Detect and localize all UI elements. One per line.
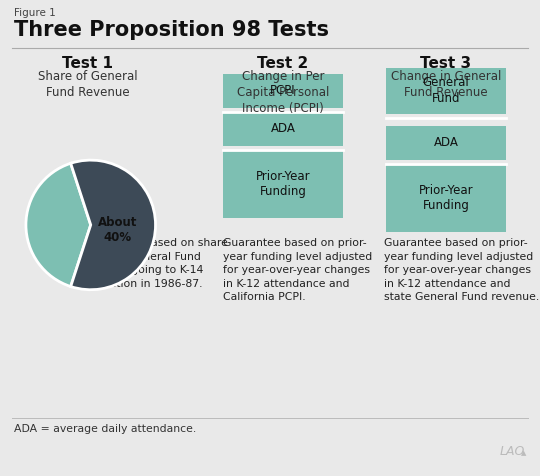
Text: Prior-Year
Funding: Prior-Year Funding bbox=[418, 184, 474, 212]
Bar bbox=[223, 112, 343, 146]
Bar bbox=[386, 68, 506, 114]
Text: Guarantee based on prior-
year funding level adjusted
for year-over-year changes: Guarantee based on prior- year funding l… bbox=[223, 238, 372, 302]
Bar bbox=[223, 74, 343, 108]
Bar bbox=[386, 126, 506, 160]
Text: Test 2: Test 2 bbox=[258, 56, 309, 71]
Text: Figure 1: Figure 1 bbox=[14, 8, 56, 18]
Text: Three Proposition 98 Tests: Three Proposition 98 Tests bbox=[14, 20, 329, 40]
Bar bbox=[386, 164, 506, 232]
Text: Prior-Year
Funding: Prior-Year Funding bbox=[255, 169, 310, 198]
Text: About
40%: About 40% bbox=[98, 216, 138, 244]
Text: Guarantee based on prior-
year funding level adjusted
for year-over-year changes: Guarantee based on prior- year funding l… bbox=[384, 238, 539, 302]
Text: ADA = average daily attendance.: ADA = average daily attendance. bbox=[14, 424, 196, 434]
Text: ADA: ADA bbox=[271, 122, 295, 136]
Text: General
Fund: General Fund bbox=[423, 77, 469, 106]
Text: Share of General
Fund Revenue: Share of General Fund Revenue bbox=[38, 70, 138, 99]
Text: ▲: ▲ bbox=[521, 450, 526, 456]
Wedge shape bbox=[26, 163, 91, 287]
Text: LAO: LAO bbox=[500, 445, 525, 458]
Text: Change in General
Fund Revenue: Change in General Fund Revenue bbox=[391, 70, 501, 99]
Text: Test 3: Test 3 bbox=[421, 56, 471, 71]
Text: Change in Per
Capita Personal
Income (PCPI): Change in Per Capita Personal Income (PC… bbox=[237, 70, 329, 115]
Text: Guarantee based on share
of state General Fund
revenue going to K-14
education i: Guarantee based on share of state Genera… bbox=[83, 238, 228, 289]
Bar bbox=[223, 150, 343, 218]
Text: ADA: ADA bbox=[434, 137, 458, 149]
Wedge shape bbox=[71, 160, 156, 290]
Text: PCPI: PCPI bbox=[270, 85, 296, 98]
Text: Test 1: Test 1 bbox=[63, 56, 113, 71]
